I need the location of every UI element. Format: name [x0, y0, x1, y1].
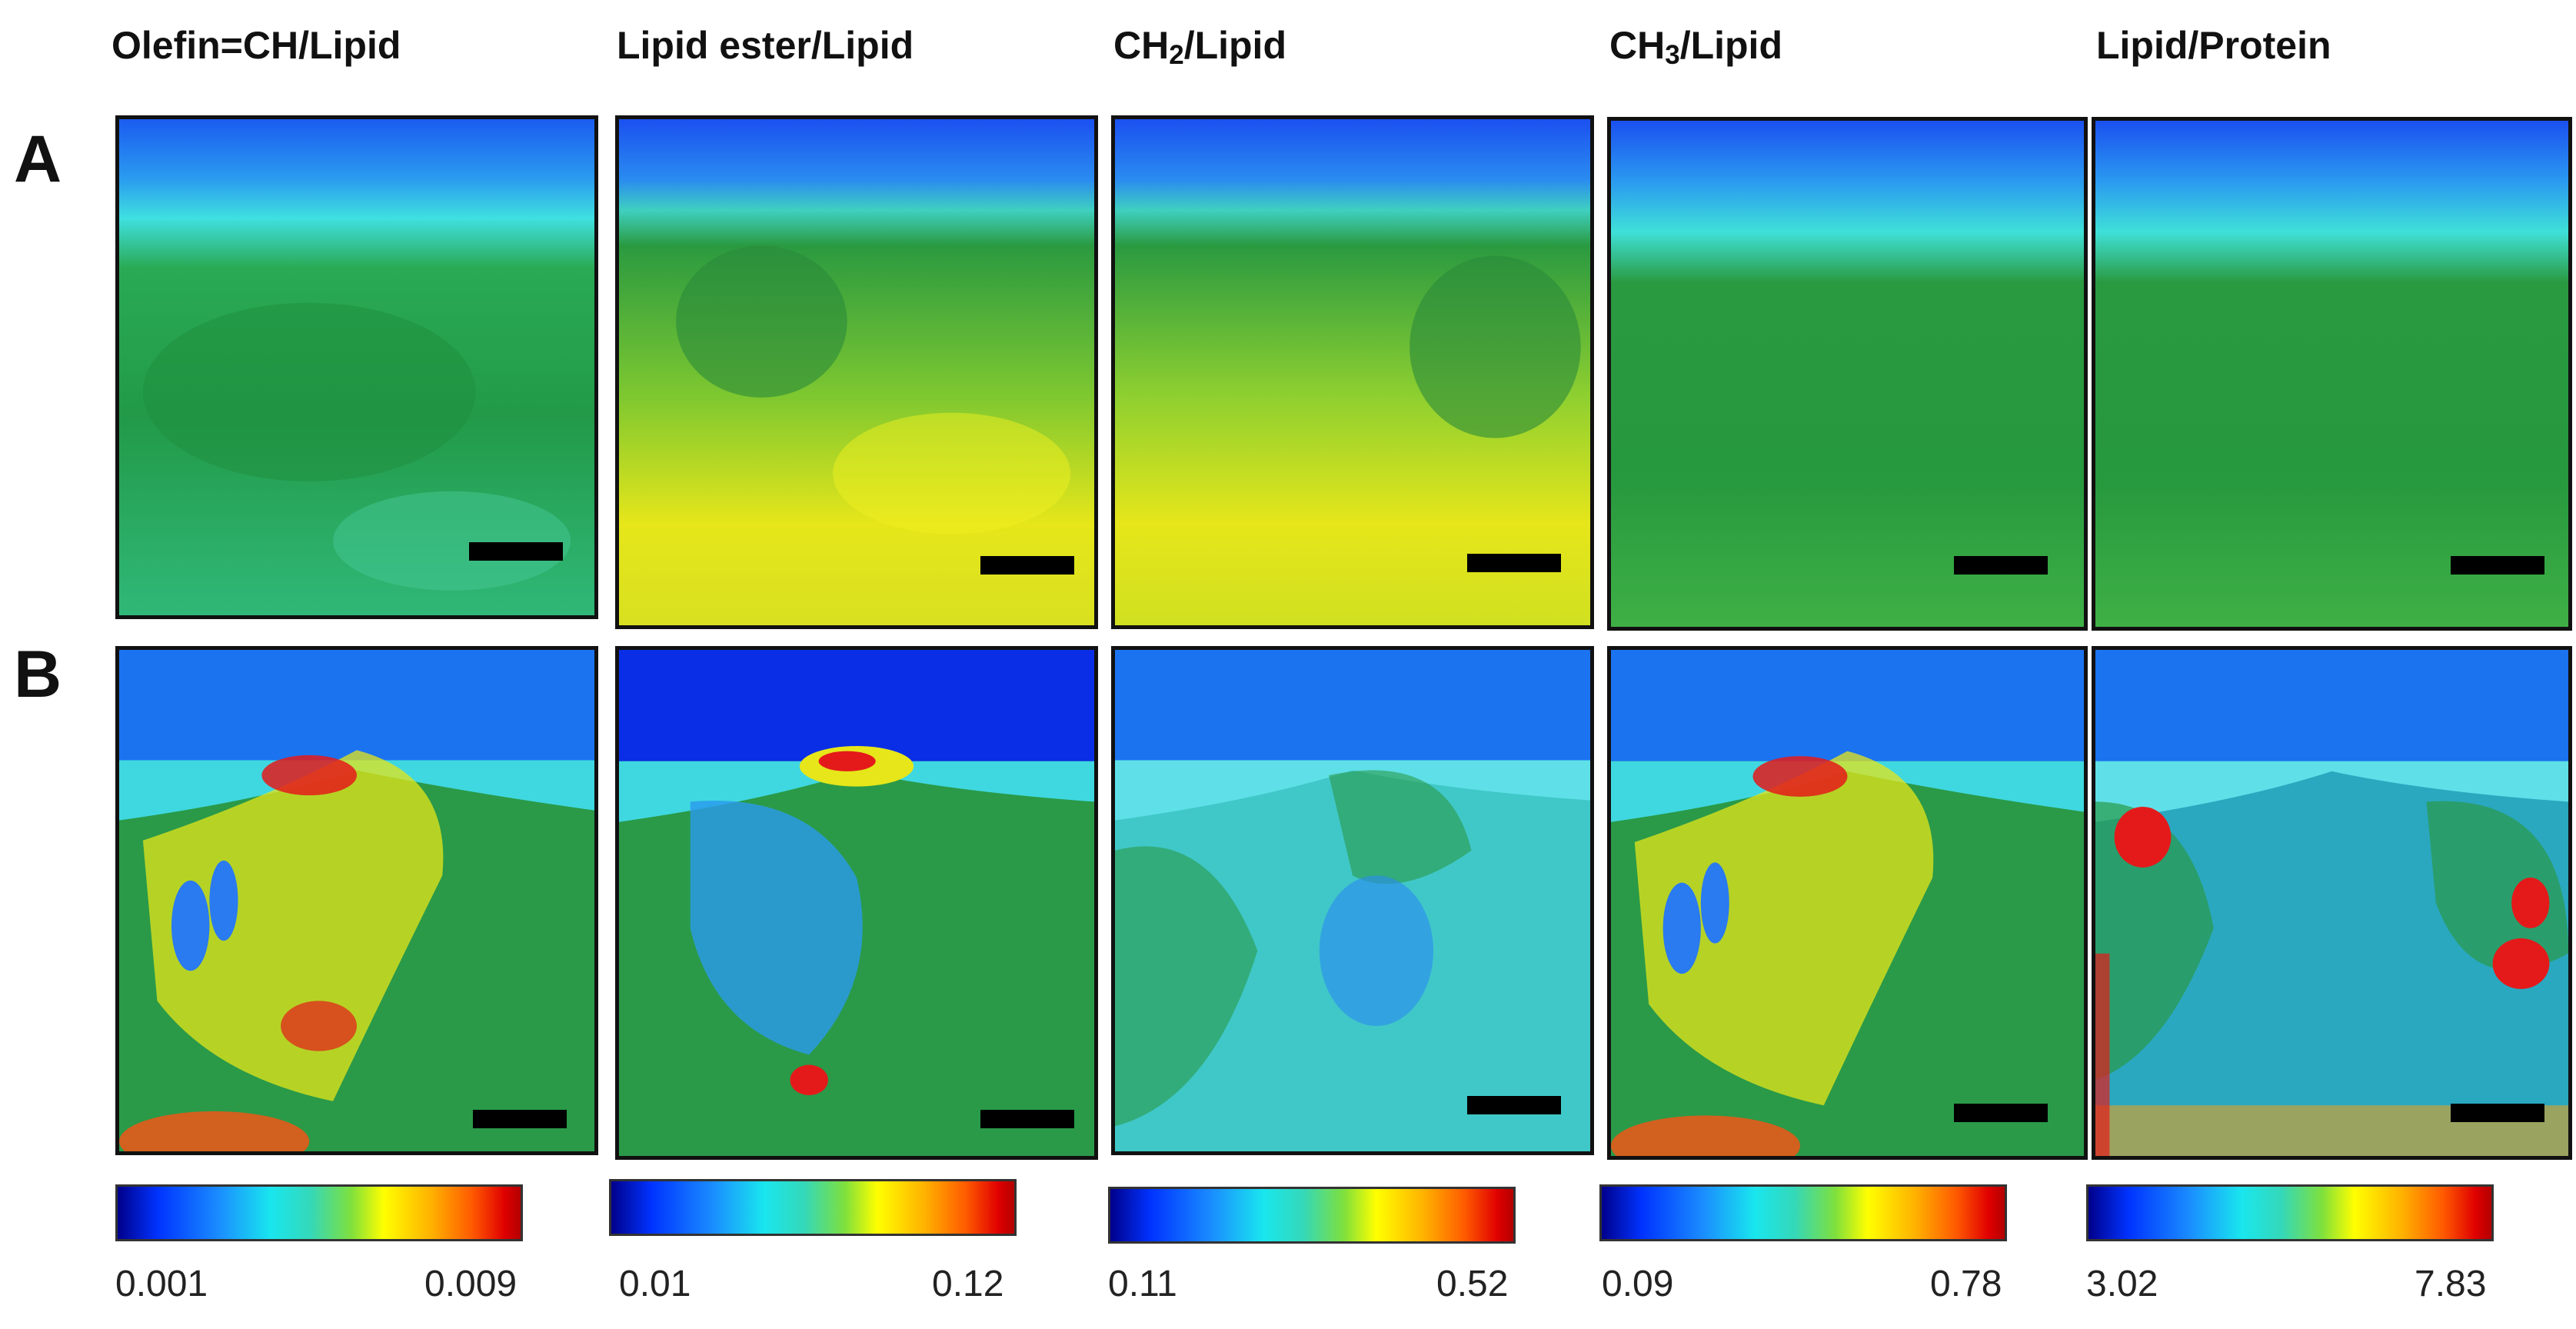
panel-a-ch3 [1607, 117, 2088, 631]
colorbar-lipid-ester [609, 1179, 1017, 1236]
panel-a-olefin [115, 115, 598, 619]
scale-bar [1467, 554, 1561, 572]
row-label-b: B [14, 638, 62, 711]
row-label-a: A [14, 122, 62, 196]
panel-a-lipid-protein [2092, 117, 2572, 631]
column-title-lipid-ester: Lipid ester/Lipid [617, 24, 914, 67]
colorbar-min-olefin: 0.001 [115, 1264, 208, 1304]
colorbar-min-ch2: 0.11 [1108, 1264, 1177, 1304]
colorbar-min-ch3: 0.09 [1602, 1264, 1674, 1304]
colorbar-min-lipid-ester: 0.01 [619, 1264, 691, 1304]
column-title-olefin: Olefin=CH/Lipid [111, 24, 401, 67]
column-title-ch2: CH2/Lipid [1113, 24, 1286, 70]
colorbar-max-lipid-ester: 0.12 [932, 1264, 1004, 1304]
colorbar-max-ch3: 0.78 [1930, 1264, 2002, 1304]
colorbar-max-lipid-protein: 7.83 [2415, 1264, 2487, 1304]
colorbar-lipid-protein [2086, 1184, 2494, 1241]
scale-bar [2451, 1104, 2544, 1122]
column-title-lipid-protein: Lipid/Protein [2096, 24, 2331, 67]
panel-b-lipid-protein [2092, 646, 2572, 1160]
panel-a-lipid-ester [615, 115, 1098, 629]
scale-bar [980, 556, 1074, 575]
scale-bar [980, 1110, 1074, 1128]
colorbar-ch3 [1599, 1184, 2007, 1241]
panel-a-ch2 [1111, 115, 1594, 629]
colorbar-min-lipid-protein: 3.02 [2086, 1264, 2158, 1304]
colorbar-max-olefin: 0.009 [424, 1264, 518, 1304]
scale-bar [1954, 1104, 2048, 1122]
scale-bar [1954, 556, 2048, 575]
scale-bar [473, 1110, 567, 1128]
colorbar-max-ch2: 0.52 [1436, 1264, 1509, 1304]
scale-bar [469, 542, 563, 561]
panel-b-ch3 [1607, 646, 2088, 1160]
panel-b-olefin [115, 646, 598, 1155]
column-title-ch3: CH3/Lipid [1609, 24, 1782, 70]
panel-b-lipid-ester [615, 646, 1098, 1160]
colorbar-olefin [115, 1184, 523, 1241]
scale-bar [1467, 1096, 1561, 1114]
panel-b-ch2 [1111, 646, 1594, 1155]
scale-bar [2451, 556, 2544, 575]
colorbar-ch2 [1108, 1187, 1516, 1244]
